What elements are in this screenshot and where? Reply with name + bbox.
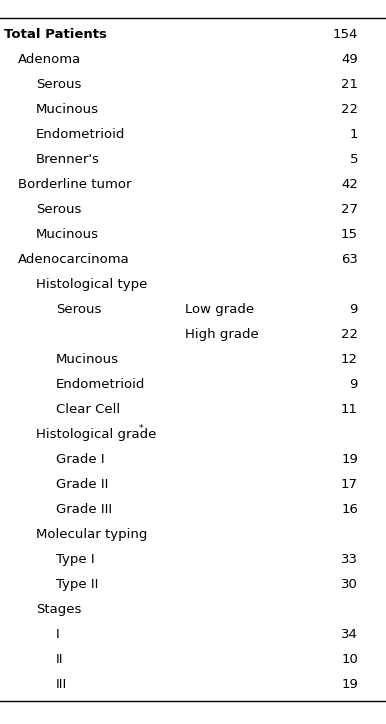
Text: 49: 49 — [341, 53, 358, 66]
Text: 16: 16 — [341, 503, 358, 516]
Text: 21: 21 — [341, 78, 358, 91]
Text: 34: 34 — [341, 628, 358, 641]
Text: 27: 27 — [341, 203, 358, 216]
Text: 5: 5 — [349, 153, 358, 166]
Text: Low grade: Low grade — [185, 303, 254, 316]
Text: Mucinous: Mucinous — [56, 353, 119, 366]
Text: 15: 15 — [341, 228, 358, 241]
Text: 1: 1 — [349, 128, 358, 141]
Text: 30: 30 — [341, 578, 358, 591]
Text: Histological grade: Histological grade — [36, 428, 156, 441]
Text: 19: 19 — [341, 678, 358, 691]
Text: 9: 9 — [350, 378, 358, 391]
Text: Clear Cell: Clear Cell — [56, 403, 120, 416]
Text: 42: 42 — [341, 178, 358, 191]
Text: 22: 22 — [341, 328, 358, 341]
Text: Molecular typing: Molecular typing — [36, 528, 147, 541]
Text: Grade I: Grade I — [56, 453, 105, 466]
Text: Endometrioid: Endometrioid — [36, 128, 125, 141]
Text: III: III — [56, 678, 67, 691]
Text: Grade III: Grade III — [56, 503, 112, 516]
Text: Brenner's: Brenner's — [36, 153, 100, 166]
Text: Serous: Serous — [36, 203, 81, 216]
Text: Serous: Serous — [36, 78, 81, 91]
Text: 22: 22 — [341, 103, 358, 116]
Text: Histological type: Histological type — [36, 278, 147, 291]
Text: Adenocarcinoma: Adenocarcinoma — [18, 253, 130, 266]
Text: Mucinous: Mucinous — [36, 103, 99, 116]
Text: 10: 10 — [341, 653, 358, 666]
Text: 12: 12 — [341, 353, 358, 366]
Text: Total Patients: Total Patients — [4, 28, 107, 41]
Text: 11: 11 — [341, 403, 358, 416]
Text: Serous: Serous — [56, 303, 102, 316]
Text: I: I — [56, 628, 60, 641]
Text: 154: 154 — [333, 28, 358, 41]
Text: Endometrioid: Endometrioid — [56, 378, 146, 391]
Text: 17: 17 — [341, 478, 358, 491]
Text: Mucinous: Mucinous — [36, 228, 99, 241]
Text: 9: 9 — [350, 303, 358, 316]
Text: 63: 63 — [341, 253, 358, 266]
Text: Borderline tumor: Borderline tumor — [18, 178, 132, 191]
Text: Stages: Stages — [36, 603, 81, 616]
Text: Type II: Type II — [56, 578, 98, 591]
Text: High grade: High grade — [185, 328, 259, 341]
Text: 19: 19 — [341, 453, 358, 466]
Text: *: * — [139, 424, 143, 433]
Text: Type I: Type I — [56, 553, 95, 566]
Text: Adenoma: Adenoma — [18, 53, 81, 66]
Text: 33: 33 — [341, 553, 358, 566]
Text: Grade II: Grade II — [56, 478, 108, 491]
Text: II: II — [56, 653, 64, 666]
